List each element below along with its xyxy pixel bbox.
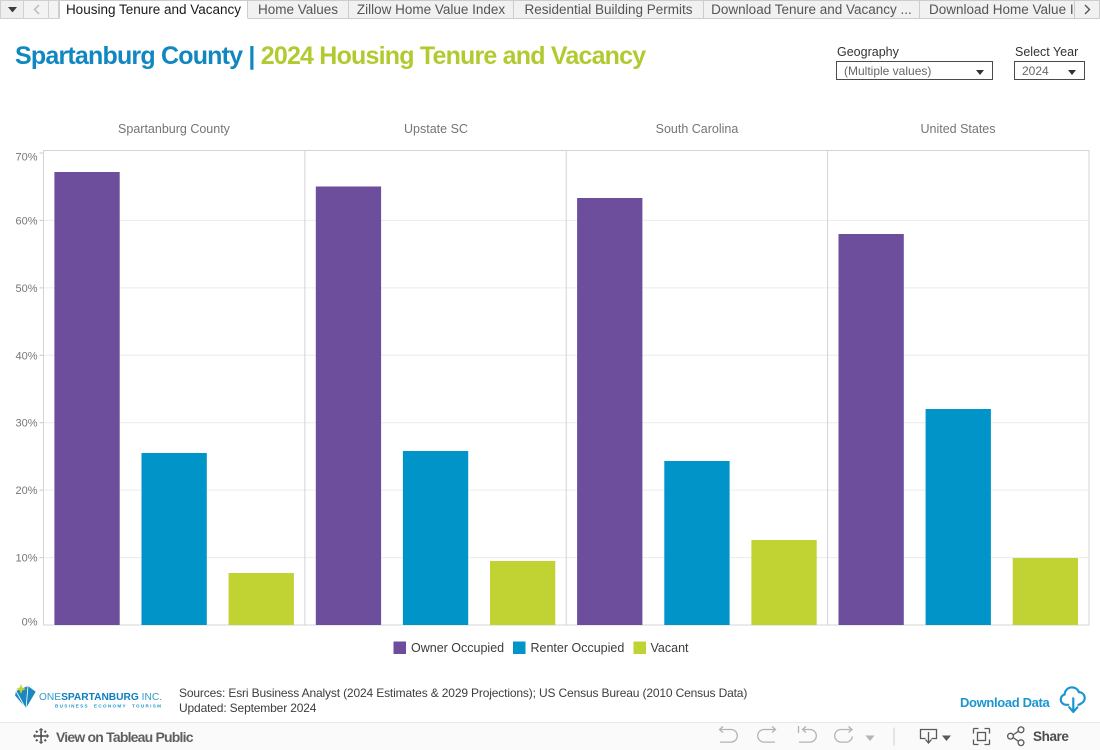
svg-text:Vacant: Vacant	[651, 641, 690, 655]
svg-text:Spartanburg County: Spartanburg County	[118, 122, 231, 136]
svg-text:40%: 40%	[15, 350, 37, 362]
svg-text:United States: United States	[920, 122, 995, 136]
svg-text:ONESPARTANBURG INC.: ONESPARTANBURG INC.	[39, 692, 162, 703]
svg-text:70%: 70%	[15, 152, 37, 164]
svg-text:Upstate SC: Upstate SC	[404, 122, 468, 136]
svg-text:0%: 0%	[22, 616, 38, 628]
svg-text:60%: 60%	[15, 215, 37, 227]
svg-text:South Carolina: South Carolina	[656, 122, 739, 136]
svg-text:50%: 50%	[15, 283, 37, 295]
svg-text:Owner Occupied: Owner Occupied	[411, 641, 504, 655]
svg-text:20%: 20%	[15, 485, 37, 497]
svg-text:30%: 30%	[15, 418, 37, 430]
svg-text:Renter Occupied: Renter Occupied	[531, 641, 625, 655]
svg-text:10%: 10%	[15, 553, 37, 565]
svg-text:BUSINESS ECONOMY TOURISM: BUSINESS ECONOMY TOURISM	[55, 704, 162, 709]
